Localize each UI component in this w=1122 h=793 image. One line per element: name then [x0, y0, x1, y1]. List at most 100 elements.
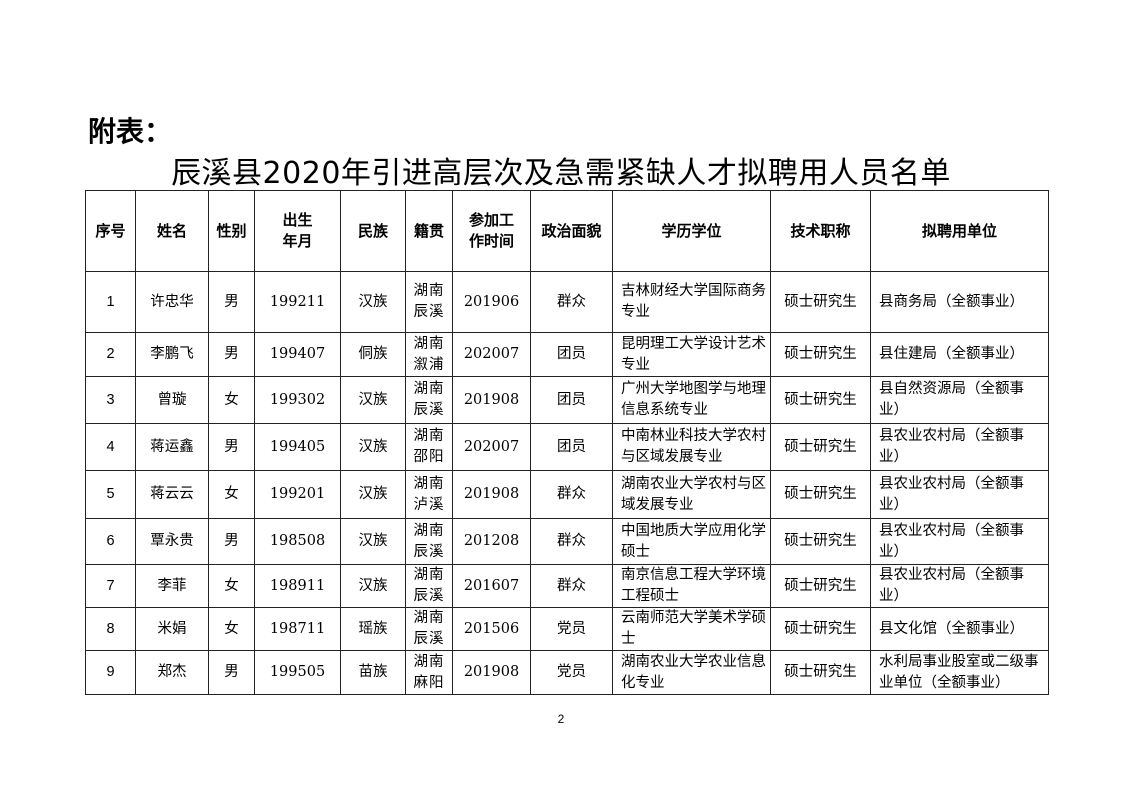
- cell-native-place: 湖南溆浦: [405, 332, 453, 377]
- personnel-table: 序号 姓名 性别 出生年月 民族 籍贯 参加工 作时间 政治面貌 学历学位 技术职…: [85, 190, 1049, 695]
- cell-education: 昆明理工大学设计艺术专业: [612, 332, 771, 377]
- cell-work-start: 202007: [452, 332, 531, 377]
- cell-gender: 男: [208, 650, 255, 695]
- cell-gender: 男: [208, 332, 255, 377]
- header-name: 姓名: [135, 190, 209, 272]
- table-row: 7 李菲女 198911 汉族 湖南辰溪 201607 群众 南京信息工程大学环境工程硕士 硕士…: [85, 564, 1049, 608]
- header-education: 学历学位: [612, 190, 771, 272]
- header-birth-text: 出生年月: [282, 211, 313, 250]
- cell-birth: 199302: [254, 376, 341, 424]
- cell-unit: 县住建局（全额事业）: [870, 332, 1049, 377]
- cell-title: 硕士研究生: [770, 518, 871, 565]
- cell-native-place: 湖南辰溪: [405, 564, 453, 608]
- cell-native-place: 湖南辰溪: [405, 376, 453, 424]
- cell-work-start: 201506: [452, 607, 531, 651]
- cell-education: 湖南农业大学农业信息化专业: [612, 650, 771, 695]
- cell-title: 硕士研究生: [770, 332, 871, 377]
- table-row: 4 蒋运鑫男 199405 汉族 湖南邵阳 202007 团员 中南林业科技大学农村与区域发展…: [85, 423, 1049, 471]
- cell-birth: 199211: [254, 271, 341, 333]
- cell-political: 团员: [530, 332, 613, 377]
- cell-education: 湖南农业大学农村与区域发展专业: [612, 470, 771, 519]
- cell-unit: 县农业农村局（全额事业）: [870, 423, 1049, 471]
- table-header-row: 序号 姓名 性别 出生年月 民族 籍贯 参加工 作时间 政治面貌 学历学位 技术职…: [85, 190, 1049, 272]
- cell-work-start: 201908: [452, 650, 531, 695]
- cell-native-place: 湖南邵阳: [405, 423, 453, 471]
- cell-title: 硕士研究生: [770, 423, 871, 471]
- header-gender: 性别: [208, 190, 255, 272]
- cell-unit: 县自然资源局（全额事业）: [870, 376, 1049, 424]
- cell-ethnicity: 汉族: [340, 470, 406, 519]
- header-native-place: 籍贯: [405, 190, 453, 272]
- cell-title: 硕士研究生: [770, 470, 871, 519]
- cell-ethnicity: 汉族: [340, 518, 406, 565]
- cell-work-start: 202007: [452, 423, 531, 471]
- cell-index: 2: [85, 332, 136, 377]
- cell-name: 李菲: [135, 564, 209, 608]
- cell-title: 硕士研究生: [770, 271, 871, 333]
- cell-name: 李鹏飞: [135, 332, 209, 377]
- attachment-label: 附表：: [88, 115, 173, 148]
- cell-gender: 女: [208, 564, 255, 608]
- cell-unit: 县农业农村局（全额事业）: [870, 470, 1049, 519]
- cell-birth: 198508: [254, 518, 341, 565]
- cell-education: 广州大学地图学与地理信息系统专业: [612, 376, 771, 424]
- cell-education: 南京信息工程大学环境工程硕士: [612, 564, 771, 608]
- cell-unit: 水利局事业股室或二级事业单位（全额事业）: [870, 650, 1049, 695]
- cell-name: 曾璇: [135, 376, 209, 424]
- cell-name: 郑杰: [135, 650, 209, 695]
- cell-political: 党员: [530, 607, 613, 651]
- cell-gender: 女: [208, 607, 255, 651]
- table-row: 9 郑杰男 199505 苗族 湖南麻阳 201908 党员 湖南农业大学农业信息化专业 硕士研…: [85, 650, 1049, 695]
- cell-ethnicity: 汉族: [340, 423, 406, 471]
- cell-political: 群众: [530, 271, 613, 333]
- cell-index: 7: [85, 564, 136, 608]
- cell-unit: 县商务局（全额事业）: [870, 271, 1049, 333]
- cell-ethnicity: 瑶族: [340, 607, 406, 651]
- cell-ethnicity: 汉族: [340, 271, 406, 333]
- cell-ethnicity: 汉族: [340, 564, 406, 608]
- cell-index: 6: [85, 518, 136, 565]
- cell-index: 8: [85, 607, 136, 651]
- cell-birth: 199201: [254, 470, 341, 519]
- cell-unit: 县农业农村局（全额事业）: [870, 518, 1049, 565]
- cell-title: 硕士研究生: [770, 650, 871, 695]
- cell-index: 5: [85, 470, 136, 519]
- cell-index: 4: [85, 423, 136, 471]
- cell-work-start: 201208: [452, 518, 531, 565]
- cell-name: 覃永贵: [135, 518, 209, 565]
- cell-gender: 女: [208, 376, 255, 424]
- cell-birth: 198911: [254, 564, 341, 608]
- cell-ethnicity: 汉族: [340, 376, 406, 424]
- cell-birth: 199405: [254, 423, 341, 471]
- header-work-line1: 参加工: [468, 211, 514, 229]
- header-index: 序号: [85, 190, 136, 272]
- cell-work-start: 201906: [452, 271, 531, 333]
- cell-native-place: 湖南辰溪: [405, 271, 453, 333]
- cell-native-place: 湖南辰溪: [405, 518, 453, 565]
- cell-index: 3: [85, 376, 136, 424]
- cell-political: 党员: [530, 650, 613, 695]
- cell-work-start: 201607: [452, 564, 531, 608]
- header-work-start: 参加工 作时间: [452, 190, 531, 272]
- cell-gender: 男: [208, 271, 255, 333]
- cell-birth: 198711: [254, 607, 341, 651]
- cell-political: 群众: [530, 564, 613, 608]
- cell-political: 群众: [530, 470, 613, 519]
- cell-work-start: 201908: [452, 376, 531, 424]
- cell-gender: 男: [208, 518, 255, 565]
- table-row: 2 李鹏飞男 199407 侗族 湖南溆浦 202007 团员 昆明理工大学设计艺术专业 硕士研…: [85, 332, 1049, 377]
- cell-birth: 199505: [254, 650, 341, 695]
- table-row: 3 曾璇女 199302 汉族 湖南辰溪 201908 团员 广州大学地图学与地理信息系统专业…: [85, 376, 1049, 424]
- cell-political: 团员: [530, 376, 613, 424]
- header-title: 技术职称: [770, 190, 871, 272]
- header-work-line2: 作时间: [468, 232, 514, 250]
- table-row: 8 米娟女 198711 瑶族 湖南辰溪 201506 党员 云南师范大学美术学硕士 硕士研究生…: [85, 607, 1049, 651]
- header-unit: 拟聘用单位: [870, 190, 1049, 272]
- cell-name: 米娟: [135, 607, 209, 651]
- cell-education: 中国地质大学应用化学硕士: [612, 518, 771, 565]
- cell-name: 蒋运鑫: [135, 423, 209, 471]
- cell-work-start: 201908: [452, 470, 531, 519]
- cell-title: 硕士研究生: [770, 564, 871, 608]
- cell-political: 团员: [530, 423, 613, 471]
- cell-gender: 男: [208, 423, 255, 471]
